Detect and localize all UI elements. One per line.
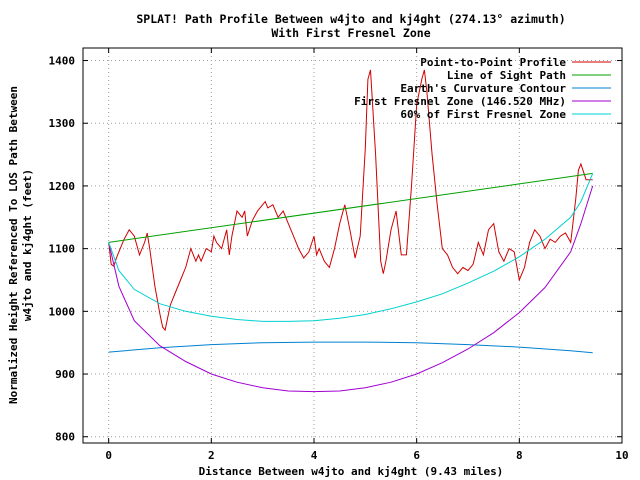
plot-frame [82, 47, 623, 444]
los-line [108, 172, 593, 243]
legend-label: First Fresnel Zone (146.520 MHz) [354, 95, 566, 108]
x-tick-label: 10 [615, 449, 628, 462]
legend-label: 60% of First Fresnel Zone [400, 108, 566, 121]
x-tick-label: 0 [105, 449, 112, 462]
profile-line [108, 69, 593, 332]
y-tick-label: 800 [55, 431, 75, 444]
y-tick-label: 1400 [49, 55, 76, 68]
tick-layer: 0 2 4 6 8 10 800 900 1000 1100 1200 1300 1400 [49, 48, 629, 462]
x-tick-label: 8 [516, 449, 523, 462]
legend-label: Line of Sight Path [447, 69, 566, 82]
y-tick-label: 1200 [49, 180, 76, 193]
earth-curvature-line [108, 341, 593, 354]
y-tick-label: 1100 [49, 243, 76, 256]
legend-label: Point-to-Point Profile [420, 56, 566, 69]
legend-label: Earth's Curvature Contour [400, 82, 566, 95]
chart-subtitle: With First Fresnel Zone [271, 26, 430, 40]
y-tick-label: 1000 [49, 305, 76, 318]
x-axis-label: Distance Between w4jto and kj4ght (9.43 … [199, 465, 504, 478]
y-axis-label-line2: w4jto and kj4ght (feet) [21, 169, 34, 321]
fresnel-60-line [108, 173, 594, 322]
y-tick-label: 1300 [49, 117, 76, 130]
x-tick-label: 2 [208, 449, 215, 462]
x-tick-label: 4 [311, 449, 318, 462]
series-layer [108, 69, 594, 393]
x-tick-label: 6 [413, 449, 420, 462]
fresnel-zone-line [108, 185, 594, 393]
y-tick-label: 900 [55, 368, 75, 381]
chart-title: SPLAT! Path Profile Between w4jto and kj… [136, 12, 565, 26]
y-axis-label-line1: Normalized Height Referenced To LOS Path… [7, 86, 20, 404]
